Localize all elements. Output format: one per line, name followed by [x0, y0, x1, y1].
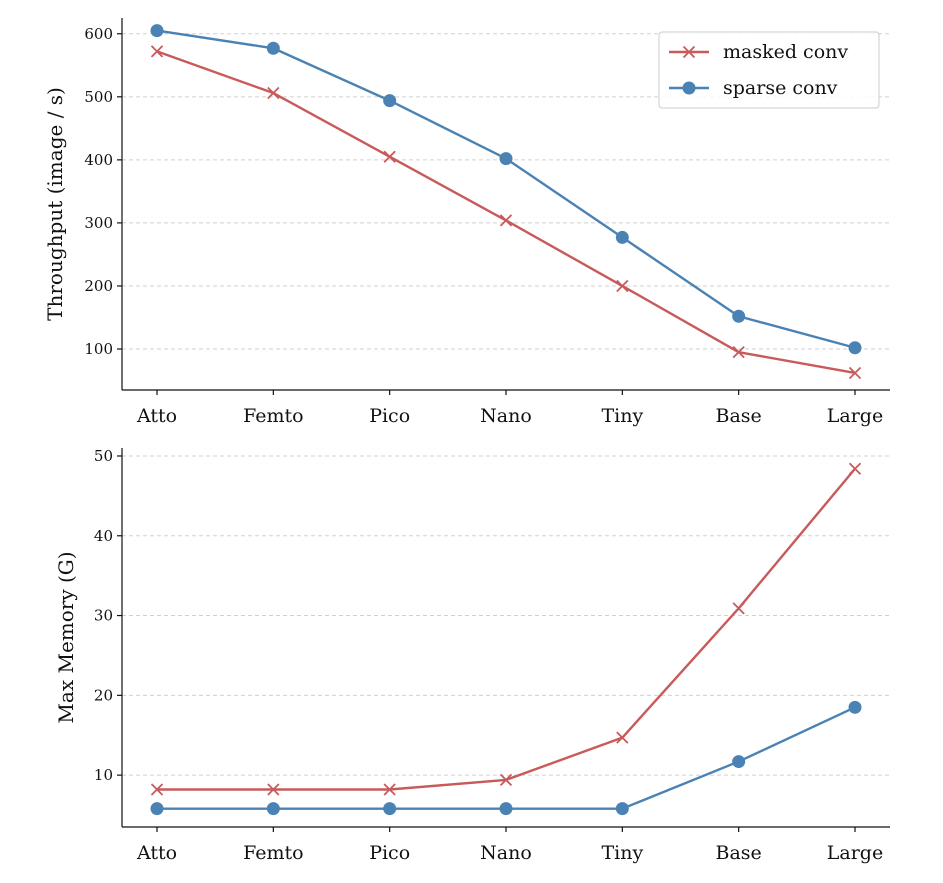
x-tick-label: Large [827, 842, 883, 864]
legend-box [658, 31, 880, 109]
y-tick-label: 10 [94, 766, 113, 784]
data-point [499, 214, 513, 227]
data-point [266, 41, 280, 55]
data-point [150, 802, 164, 816]
data-point [499, 773, 513, 787]
y-tick-label: 600 [84, 25, 113, 43]
x-tick-label: Nano [480, 842, 532, 864]
series-line-masked-conv [157, 467, 856, 791]
data-point [848, 366, 862, 380]
x-tick-label: Tiny [601, 405, 643, 427]
data-point [383, 802, 397, 816]
memory-chart: 10 20 30 40 50 Atto Femto Pico Nano Tiny Base Large… [54, 447, 890, 864]
y-tick-label: 500 [84, 88, 113, 106]
data-point [732, 309, 746, 323]
x-tick-label: Atto [136, 842, 177, 864]
data-point [499, 802, 513, 816]
legend-label: masked conv [723, 41, 848, 63]
x-tick-label: Tiny [601, 842, 643, 864]
y-tick-label: 30 [94, 607, 113, 625]
x-tick-label: Base [716, 405, 762, 427]
x-tick-label: Nano [480, 405, 532, 427]
y-tick-label: 50 [94, 447, 113, 465]
legend-label: sparse conv [723, 77, 838, 99]
series-line-sparse-conv [157, 706, 856, 810]
x-tick-label: Pico [369, 405, 410, 427]
data-point [150, 783, 164, 796]
y-tick-label: 20 [94, 686, 113, 704]
data-point [266, 802, 280, 816]
data-point [732, 346, 745, 359]
y-tick-label: 40 [94, 527, 113, 545]
x-tick-label: Pico [369, 842, 410, 864]
data-point [848, 341, 862, 355]
x-tick-label: Femto [243, 405, 303, 427]
data-point [150, 24, 164, 38]
y-tick-label: 100 [84, 340, 113, 358]
data-point [383, 150, 396, 163]
data-point [732, 755, 746, 769]
data-point [848, 462, 862, 475]
data-point [267, 86, 280, 100]
x-tick-label: Large [827, 405, 883, 427]
data-point [150, 45, 164, 58]
legend-marker [682, 81, 696, 95]
data-point [848, 700, 862, 714]
data-point [383, 94, 397, 108]
y-tick-label: 400 [84, 151, 113, 169]
data-point [615, 802, 629, 816]
data-point [499, 152, 513, 166]
y-axis-title: Throughput (image / s) [43, 87, 67, 321]
data-point [267, 783, 280, 796]
y-axis-title: Max Memory (G) [54, 551, 78, 723]
legend: masked conv sparse conv [658, 31, 880, 109]
x-tick-label: Femto [243, 842, 303, 864]
data-point [615, 230, 629, 244]
data-point [383, 783, 396, 796]
x-tick-label: Base [716, 842, 762, 864]
data-point [616, 279, 629, 293]
legend-marker [682, 45, 696, 59]
x-tick-label: Atto [136, 405, 177, 427]
data-point [616, 731, 629, 744]
data-point [732, 602, 745, 615]
y-tick-label: 200 [84, 277, 113, 295]
throughput-chart: 100 200 300 400 500 600 Atto Femto Pico Nano Tiny B… [43, 18, 890, 427]
y-tick-label: 300 [84, 214, 113, 232]
